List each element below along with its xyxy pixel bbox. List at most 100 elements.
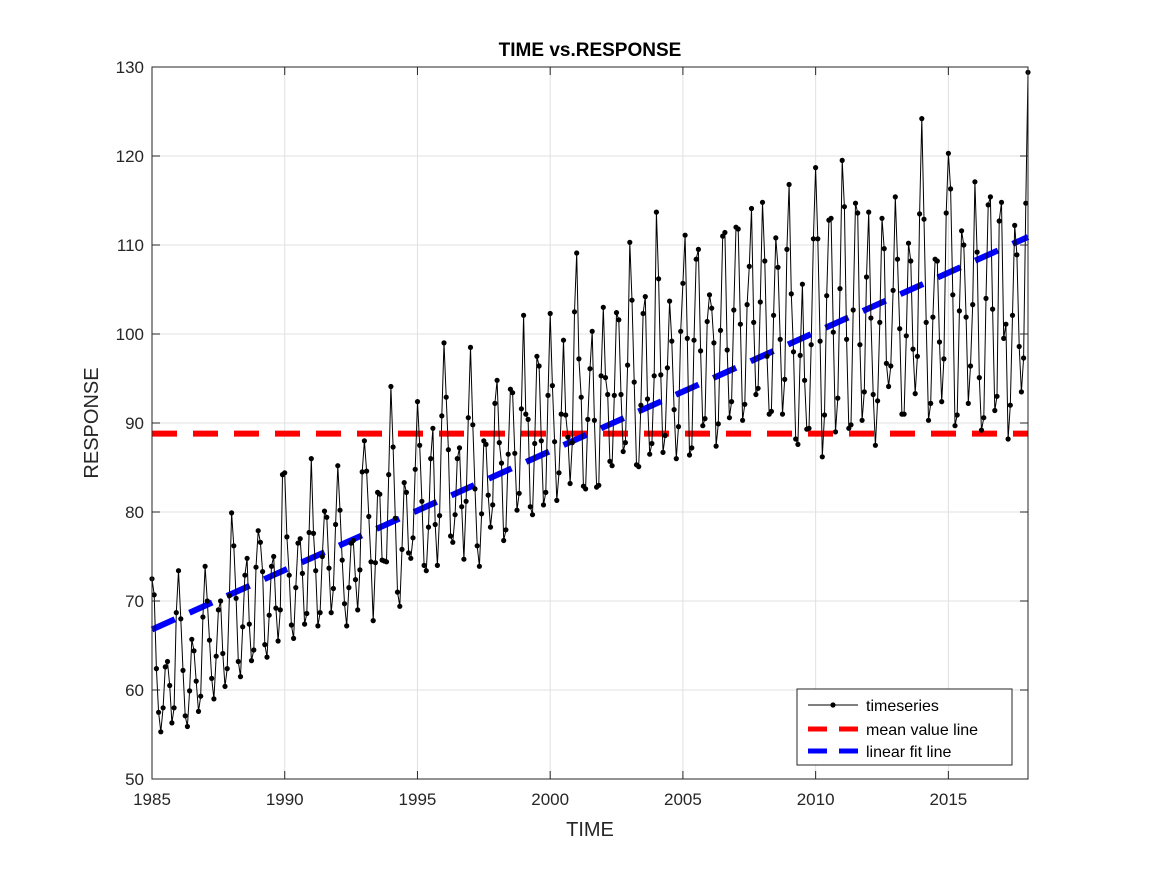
timeseries-point [925,417,932,423]
timeseries-point [620,448,626,455]
timeseries-point [1001,335,1007,341]
timeseries-point [565,434,571,440]
timeseries-point [251,647,257,653]
timeseries-point [956,308,963,314]
timeseries-point [903,333,909,339]
timeseries-point [981,415,987,421]
timeseries-point [653,209,660,215]
timeseries-point [397,603,403,609]
timeseries-point [452,512,458,518]
timeseries-point [709,305,715,311]
timeseries-point [1009,312,1016,318]
timeseries-point [724,347,730,353]
timeseries-point [759,199,766,205]
timeseries-point [299,570,305,577]
timeseries-point [757,299,763,305]
x-tick-label: 2000 [531,790,569,809]
timeseries-point [890,287,896,293]
timeseries-point [306,529,312,536]
timeseries-point [600,304,606,310]
timeseries-point [346,585,352,591]
timeseries-point [662,432,668,439]
timeseries-point [684,335,690,341]
timeseries-point [437,513,443,519]
timeseries-point [454,456,460,462]
timeseries-point [755,385,761,391]
timeseries-point [545,392,551,398]
timeseries-point [215,607,221,613]
timeseries-point [558,411,564,417]
y-tick-label: 100 [116,325,144,344]
timeseries-point [156,709,162,715]
timeseries-point [1014,252,1020,258]
x-tick-labels: 1985 1990 1995 2000 2005 2010 2015 [133,790,967,809]
timeseries-point [160,705,166,711]
y-tick-label: 50 [125,770,144,789]
timeseries-point [494,377,500,383]
timeseries-point [406,550,412,556]
timeseries-point [1012,222,1018,228]
y-tick-label: 120 [116,147,144,166]
timeseries-point [660,449,666,455]
y-axis-title: RESPONSE [81,367,103,478]
timeseries-point [806,425,812,431]
timeseries-point [618,391,624,398]
timeseries-point [671,407,677,413]
timeseries-point [682,232,688,238]
y-tick-label: 110 [117,236,144,255]
timeseries-point [368,559,374,565]
timeseries-point [231,543,237,549]
y-tick-labels: 50 60 70 80 90 100 110 120 130 [116,58,144,789]
timeseries-point [366,513,372,520]
timeseries-point [206,637,213,643]
timeseries-point [583,486,589,492]
timeseries-point [527,504,533,510]
timeseries-point [795,441,801,447]
timeseries-point [877,319,883,325]
timeseries-point [293,585,299,591]
timeseries-point [560,337,567,343]
timeseries-point [649,440,655,447]
timeseries-point [746,263,752,269]
timeseries-point [629,297,635,303]
legend-label-mean: mean value line [866,722,978,739]
timeseries-point [923,319,929,325]
timeseries-point [934,258,940,264]
legend-box [796,688,1013,766]
timeseries-point [793,436,799,442]
timeseries-point [857,342,863,348]
timeseries-point [357,567,363,573]
timeseries-point [784,246,790,252]
timeseries-point [821,412,828,418]
timeseries-point [771,312,777,318]
timeseries-point [295,540,301,546]
timeseries-point [832,429,839,435]
timeseries-point [686,452,693,458]
timeseries-point [324,514,330,520]
timeseries-point [897,326,903,332]
timeseries-point [700,423,706,429]
timeseries-point [852,200,859,206]
timeseries-point [472,486,478,492]
timeseries-point [861,389,867,395]
timeseries-point [886,383,892,390]
timeseries-point [901,411,907,417]
timeseries-point [669,338,675,344]
timeseries-point [868,315,874,321]
timeseries-point [605,391,611,398]
timeseries-point [359,469,365,475]
timeseries-point [972,179,978,185]
timeseries-point [432,521,438,528]
timeseries-point [762,258,768,264]
timeseries-point [824,293,830,299]
timeseries-point [412,466,418,472]
timeseries-point [198,693,204,699]
timeseries-point [282,470,288,476]
timeseries-point [815,236,821,242]
timeseries-point [315,623,321,629]
timeseries-point [233,595,239,601]
timeseries-point [841,204,848,210]
timeseries-point [470,422,476,428]
timeseries-point [888,363,894,369]
timeseries-point [799,281,806,287]
